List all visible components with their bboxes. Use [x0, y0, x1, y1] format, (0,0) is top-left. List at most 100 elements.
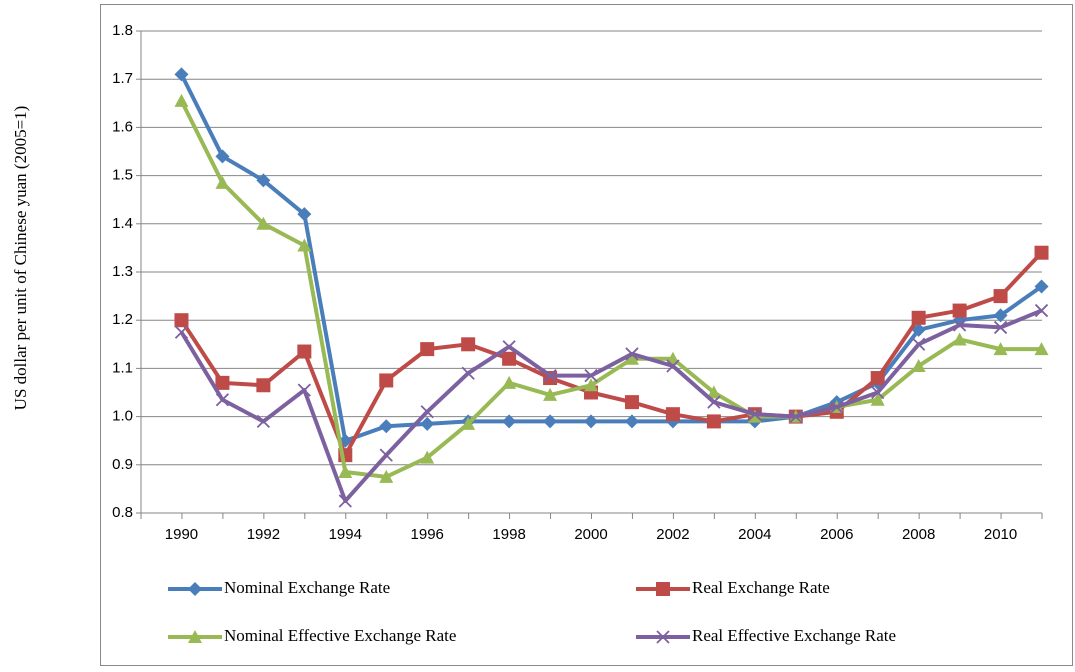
series-line [179, 99, 1042, 479]
marker [174, 313, 189, 328]
marker [624, 351, 639, 365]
marker [911, 310, 926, 325]
marker [461, 366, 475, 380]
series-line [179, 73, 1043, 443]
marker [656, 582, 670, 596]
marker [188, 630, 202, 643]
x-tick-label: 1994 [329, 526, 362, 543]
series-line [179, 251, 1043, 458]
legend-label: Real Effective Exchange Rate [692, 626, 896, 645]
marker [461, 337, 476, 352]
y-tick-label: 1.5 [112, 167, 133, 184]
marker [912, 337, 926, 351]
marker [256, 173, 271, 188]
marker [1034, 279, 1049, 294]
marker [174, 325, 189, 339]
marker [911, 358, 926, 372]
marker [543, 368, 557, 383]
marker [215, 149, 230, 164]
marker [297, 344, 312, 359]
y-tick-label: 0.8 [112, 504, 133, 521]
marker [256, 216, 271, 230]
marker [543, 414, 558, 429]
marker [870, 371, 885, 386]
y-tick-label: 1.0 [112, 408, 133, 425]
marker [666, 359, 680, 373]
marker [256, 414, 271, 429]
marker [420, 342, 435, 357]
marker [706, 414, 721, 429]
marker [665, 407, 680, 422]
marker [624, 395, 639, 410]
marker [1034, 303, 1049, 318]
marker [215, 175, 230, 189]
marker [215, 393, 230, 407]
marker [748, 407, 762, 421]
x-tick-label: 2000 [574, 526, 607, 543]
y-tick-label: 1.7 [112, 70, 133, 87]
y-tick-label: 1.1 [112, 359, 133, 376]
marker [461, 416, 476, 430]
legend-label: Nominal Exchange Rate [224, 578, 390, 597]
chart-border [100, 4, 1073, 666]
marker [379, 373, 394, 388]
x-tick-label: 2002 [656, 526, 689, 543]
marker [656, 630, 670, 644]
marker [256, 378, 271, 393]
marker [338, 494, 352, 508]
y-tick-label: 1.4 [112, 215, 133, 232]
marker [188, 582, 202, 596]
y-axis-label: US dollar per unit of Chinese yuan (2005… [11, 106, 30, 411]
marker [584, 378, 599, 392]
marker [706, 385, 721, 399]
marker [379, 419, 394, 434]
marker [952, 332, 967, 346]
marker [379, 469, 394, 483]
marker [297, 238, 312, 252]
marker [420, 416, 435, 431]
x-tick-label: 2006 [820, 526, 853, 543]
marker [952, 303, 967, 318]
legend-label: Nominal Effective Exchange Rate [224, 626, 456, 645]
y-tick-label: 1.2 [112, 311, 133, 328]
x-tick-label: 1998 [492, 526, 525, 543]
y-tick-label: 0.9 [112, 456, 133, 473]
marker [952, 318, 967, 332]
marker [543, 387, 558, 401]
marker [502, 351, 517, 366]
marker [993, 289, 1008, 304]
marker [584, 368, 598, 383]
marker [625, 347, 639, 361]
x-tick-label: 1990 [165, 526, 198, 543]
marker [215, 375, 230, 390]
marker [993, 342, 1008, 356]
marker [1034, 342, 1049, 356]
marker [297, 383, 311, 397]
series-line [179, 308, 1043, 503]
marker [420, 405, 434, 419]
marker [789, 409, 803, 424]
marker [502, 340, 516, 354]
marker [1034, 245, 1049, 260]
y-tick-label: 1.8 [112, 22, 133, 39]
marker [338, 465, 353, 479]
marker [174, 67, 189, 82]
marker [502, 414, 517, 429]
y-tick-label: 1.6 [112, 118, 133, 135]
x-tick-label: 1996 [411, 526, 444, 543]
marker [707, 395, 721, 409]
y-tick-label: 1.3 [112, 263, 133, 280]
marker [502, 375, 517, 389]
x-tick-label: 2004 [738, 526, 771, 543]
marker [830, 400, 844, 414]
marker [420, 450, 435, 464]
marker [379, 448, 393, 462]
x-tick-label: 2010 [984, 526, 1017, 543]
marker [174, 93, 189, 107]
legend-label: Real Exchange Rate [692, 578, 830, 597]
marker [870, 392, 885, 406]
marker [297, 207, 312, 222]
marker [584, 414, 599, 429]
